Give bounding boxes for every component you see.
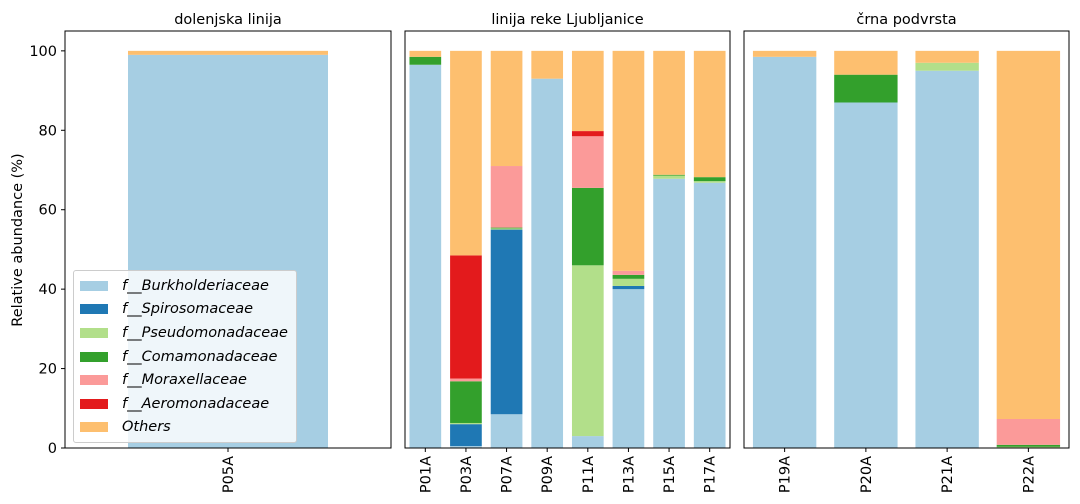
- bar-segment-P01A-3: [409, 56, 442, 65]
- bar-segment-P03A-4: [450, 378, 482, 382]
- bar-segment-P15A-2: [653, 175, 685, 179]
- legend-label: Others: [122, 419, 171, 436]
- bar-segment-P13A-6: [612, 50, 645, 271]
- bar-segment-P22A-6: [996, 50, 1061, 420]
- bar-segment-P07A-2: [490, 228, 523, 230]
- bar-segment-P11A-4: [571, 136, 604, 188]
- bar-segment-P01A-0: [409, 64, 442, 448]
- legend-item-2: f__Pseudomonadaceae: [80, 321, 288, 345]
- bar-segment-P22A-3: [996, 444, 1061, 447]
- x-tick-label-P13A: P13A: [621, 456, 637, 493]
- legend-item-0: f__Burkholderiaceae: [80, 274, 288, 298]
- y-tick-label-80: 80: [39, 123, 57, 139]
- bar-segment-P11A-2: [571, 265, 604, 437]
- bar-segment-P13A-2: [612, 278, 645, 286]
- bar-segment-P13A-1: [612, 285, 645, 290]
- bar-segment-P13A-4: [612, 270, 645, 275]
- bar-segment-P22A-2: [996, 446, 1061, 448]
- legend-swatch: [80, 422, 108, 433]
- x-tick-label-P19A: P19A: [778, 456, 794, 493]
- bar-segment-P11A-3: [571, 187, 604, 266]
- bar-segment-P19A-6: [752, 50, 817, 57]
- bar-segment-P21A-0: [915, 70, 979, 449]
- panel-frame-2: [743, 30, 1070, 449]
- legend: f__Burkholderiaceae f__Spirosomaceae f__Ps…: [73, 270, 297, 444]
- bar-segment-P15A-3: [653, 174, 685, 176]
- bar-segment-P11A-6: [571, 50, 604, 132]
- x-tick-label-P21A: P21A: [940, 456, 956, 493]
- legend-label: f__Burkholderiaceae: [122, 277, 269, 294]
- bar-segment-P03A-3: [450, 381, 482, 423]
- bar-segment-P13A-3: [612, 274, 645, 279]
- legend-item-3: f__Comamonadaceae: [80, 345, 288, 369]
- panel-title-2: črna podvrsta: [856, 12, 956, 28]
- panel-frame-1: [404, 30, 731, 449]
- x-tick-label-P05A: P05A: [221, 456, 237, 493]
- bar-segment-P15A-0: [653, 178, 685, 449]
- x-tick-label-P17A: P17A: [703, 456, 719, 493]
- legend-swatch: [80, 304, 108, 315]
- legend-label: f__Aeromonadaceae: [122, 395, 270, 412]
- y-tick-label-40: 40: [39, 282, 57, 298]
- legend-item-5: f__Aeromonadaceae: [80, 392, 288, 416]
- bar-segment-P20A-3: [834, 74, 898, 103]
- bar-segment-P05A-6: [128, 50, 328, 55]
- bar-segment-P11A-0: [571, 436, 604, 448]
- bar-segment-P17A-6: [693, 50, 726, 178]
- legend-label: f__Moraxellaceae: [122, 372, 247, 389]
- legend-swatch: [80, 398, 108, 409]
- x-tick-label-P07A: P07A: [500, 456, 516, 493]
- bar-segment-P17A-3: [693, 177, 726, 182]
- x-tick-label-P01A: P01A: [418, 456, 434, 493]
- bar-segment-P17A-2: [693, 181, 726, 183]
- bar-segment-P07A-0: [490, 414, 523, 448]
- legend-label: f__Spirosomaceae: [122, 301, 254, 318]
- y-tick-label-100: 100: [29, 44, 57, 60]
- y-tick-label-0: 0: [48, 441, 57, 457]
- bar-segment-P21A-6: [915, 50, 979, 63]
- legend-swatch: [80, 280, 108, 291]
- legend-swatch: [80, 351, 108, 362]
- bar-segment-P03A-2: [450, 422, 482, 425]
- x-tick-label-P22A: P22A: [1021, 456, 1037, 493]
- y-tick-label-60: 60: [39, 203, 57, 219]
- bar-segment-P19A-0: [752, 56, 817, 449]
- x-tick-label-P09A: P09A: [540, 456, 556, 493]
- legend-item-4: f__Moraxellaceae: [80, 368, 288, 392]
- y-tick-label-20: 20: [39, 362, 57, 378]
- bar-segment-P03A-5: [450, 255, 482, 379]
- bar-segment-P15A-6: [653, 50, 685, 175]
- bar-segment-P20A-6: [834, 50, 898, 75]
- y-axis-label: Relative abundance (%): [10, 153, 26, 326]
- bar-segment-P22A-4: [996, 419, 1061, 445]
- x-tick-label-P11A: P11A: [581, 456, 597, 493]
- bar-segment-P03A-6: [450, 50, 482, 256]
- bar-segment-P20A-0: [834, 102, 898, 449]
- panel-title-1: linija reke Ljubljanice: [491, 12, 643, 28]
- x-tick-label-P03A: P03A: [459, 456, 475, 493]
- panel-title-0: dolenjska linija: [174, 12, 282, 28]
- legend-swatch: [80, 375, 108, 386]
- bar-segment-P07A-1: [490, 229, 523, 415]
- bar-segment-P07A-4: [490, 166, 523, 228]
- bar-segment-P13A-0: [612, 289, 645, 448]
- legend-label: f__Comamonadaceae: [122, 348, 278, 365]
- legend-label: f__Pseudomonadaceae: [122, 324, 288, 341]
- bar-segment-P17A-0: [693, 182, 726, 448]
- bar-segment-P11A-5: [571, 131, 604, 137]
- bar-segment-P03A-0: [450, 446, 482, 448]
- x-tick-label-P20A: P20A: [859, 456, 875, 493]
- bar-segment-P01A-6: [409, 50, 442, 57]
- bar-segment-P07A-3: [490, 227, 523, 229]
- bar-segment-P21A-2: [915, 62, 979, 71]
- legend-item-1: f__Spirosomaceae: [80, 298, 288, 322]
- bar-segment-P03A-1: [450, 424, 482, 447]
- legend-swatch: [80, 327, 108, 338]
- bar-segment-P07A-6: [490, 50, 523, 167]
- bar-segment-P09A-0: [531, 78, 564, 448]
- legend-item-6: Others: [80, 416, 288, 440]
- x-tick-label-P15A: P15A: [662, 456, 678, 493]
- bar-segment-P09A-6: [531, 50, 564, 79]
